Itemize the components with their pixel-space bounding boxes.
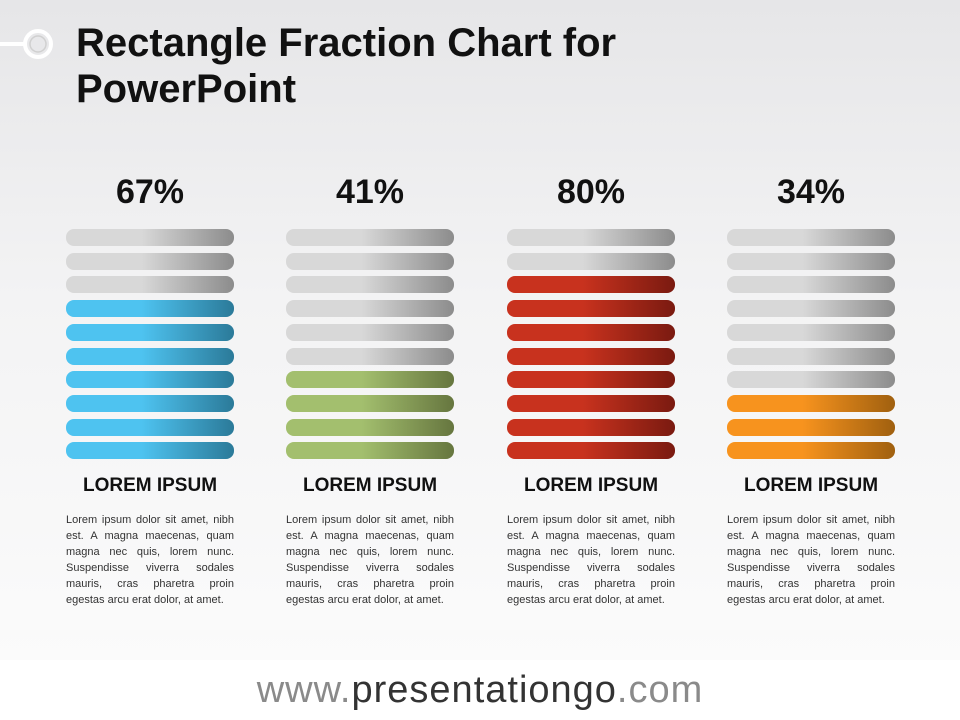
percent-label: 41%: [335, 173, 405, 211]
empty-bar: [286, 323, 454, 341]
empty-bar: [727, 323, 895, 341]
empty-bar: [286, 276, 454, 294]
footer-prefix: www.: [256, 669, 352, 711]
empty-bar: [727, 252, 895, 270]
fraction-column-3: 80% LOREM IPSUM Lorem ipsum dolor sit am…: [507, 170, 675, 606]
column-heading: LOREM IPSUM: [743, 475, 879, 496]
filled-bar: [286, 442, 454, 460]
filled-bar: [727, 394, 895, 412]
slide-background: Rectangle Fraction Chart for PowerPoint …: [0, 0, 960, 660]
filled-bar: [507, 442, 675, 460]
filled-bar: [286, 418, 454, 436]
empty-bar: [507, 229, 675, 246]
filled-bar: [66, 371, 234, 389]
column-description: Lorem ipsum dolor sit amet, nibh est. A …: [286, 514, 454, 606]
empty-bar: [727, 300, 895, 318]
empty-bar: [66, 252, 234, 270]
filled-bar: [507, 418, 675, 436]
empty-bar: [286, 252, 454, 270]
empty-bar: [286, 229, 454, 246]
filled-bar: [66, 323, 234, 341]
logo-ring-icon: [0, 29, 53, 59]
column-heading: LOREM IPSUM: [82, 475, 218, 496]
filled-bar: [507, 276, 675, 294]
filled-bar: [727, 418, 895, 436]
filled-bar: [66, 394, 234, 412]
empty-bar: [507, 252, 675, 270]
fraction-column-2: 41% LOREM IPSUM Lorem ipsum dolor sit am…: [286, 170, 454, 606]
filled-bar: [66, 442, 234, 460]
percent-label: 34%: [776, 173, 846, 211]
empty-bar: [727, 276, 895, 294]
column-description: Lorem ipsum dolor sit amet, nibh est. A …: [507, 514, 675, 606]
filled-bar: [507, 347, 675, 365]
filled-bar: [507, 394, 675, 412]
filled-bar: [66, 418, 234, 436]
filled-bar: [66, 300, 234, 318]
empty-bar: [727, 347, 895, 365]
column-description: Lorem ipsum dolor sit amet, nibh est. A …: [727, 514, 895, 606]
footer-brand: presentationgo: [351, 669, 617, 711]
filled-bar: [507, 300, 675, 318]
fraction-column-1: 67% LOREM IPSUM Lorem ipsum dolor sit am…: [66, 170, 234, 606]
filled-bar: [727, 442, 895, 460]
empty-bar: [727, 229, 895, 246]
filled-bar: [66, 347, 234, 365]
filled-bar: [286, 371, 454, 389]
percent-label: 67%: [115, 173, 185, 211]
footer-url: www.presentationgo.com: [0, 660, 960, 720]
page-title: Rectangle Fraction Chart for PowerPoint: [76, 21, 617, 111]
empty-bar: [66, 229, 234, 246]
empty-bar: [66, 276, 234, 294]
column-heading: LOREM IPSUM: [523, 475, 659, 496]
empty-bar: [727, 371, 895, 389]
column-heading: LOREM IPSUM: [302, 475, 438, 496]
fraction-column-4: 34% LOREM IPSUM Lorem ipsum dolor sit am…: [727, 170, 895, 606]
empty-bar: [286, 347, 454, 365]
column-description: Lorem ipsum dolor sit amet, nibh est. A …: [66, 514, 234, 606]
filled-bar: [507, 371, 675, 389]
empty-bar: [286, 300, 454, 318]
filled-bar: [507, 323, 675, 341]
footer-suffix: .com: [616, 669, 704, 711]
filled-bar: [286, 394, 454, 412]
percent-label: 80%: [556, 173, 626, 211]
